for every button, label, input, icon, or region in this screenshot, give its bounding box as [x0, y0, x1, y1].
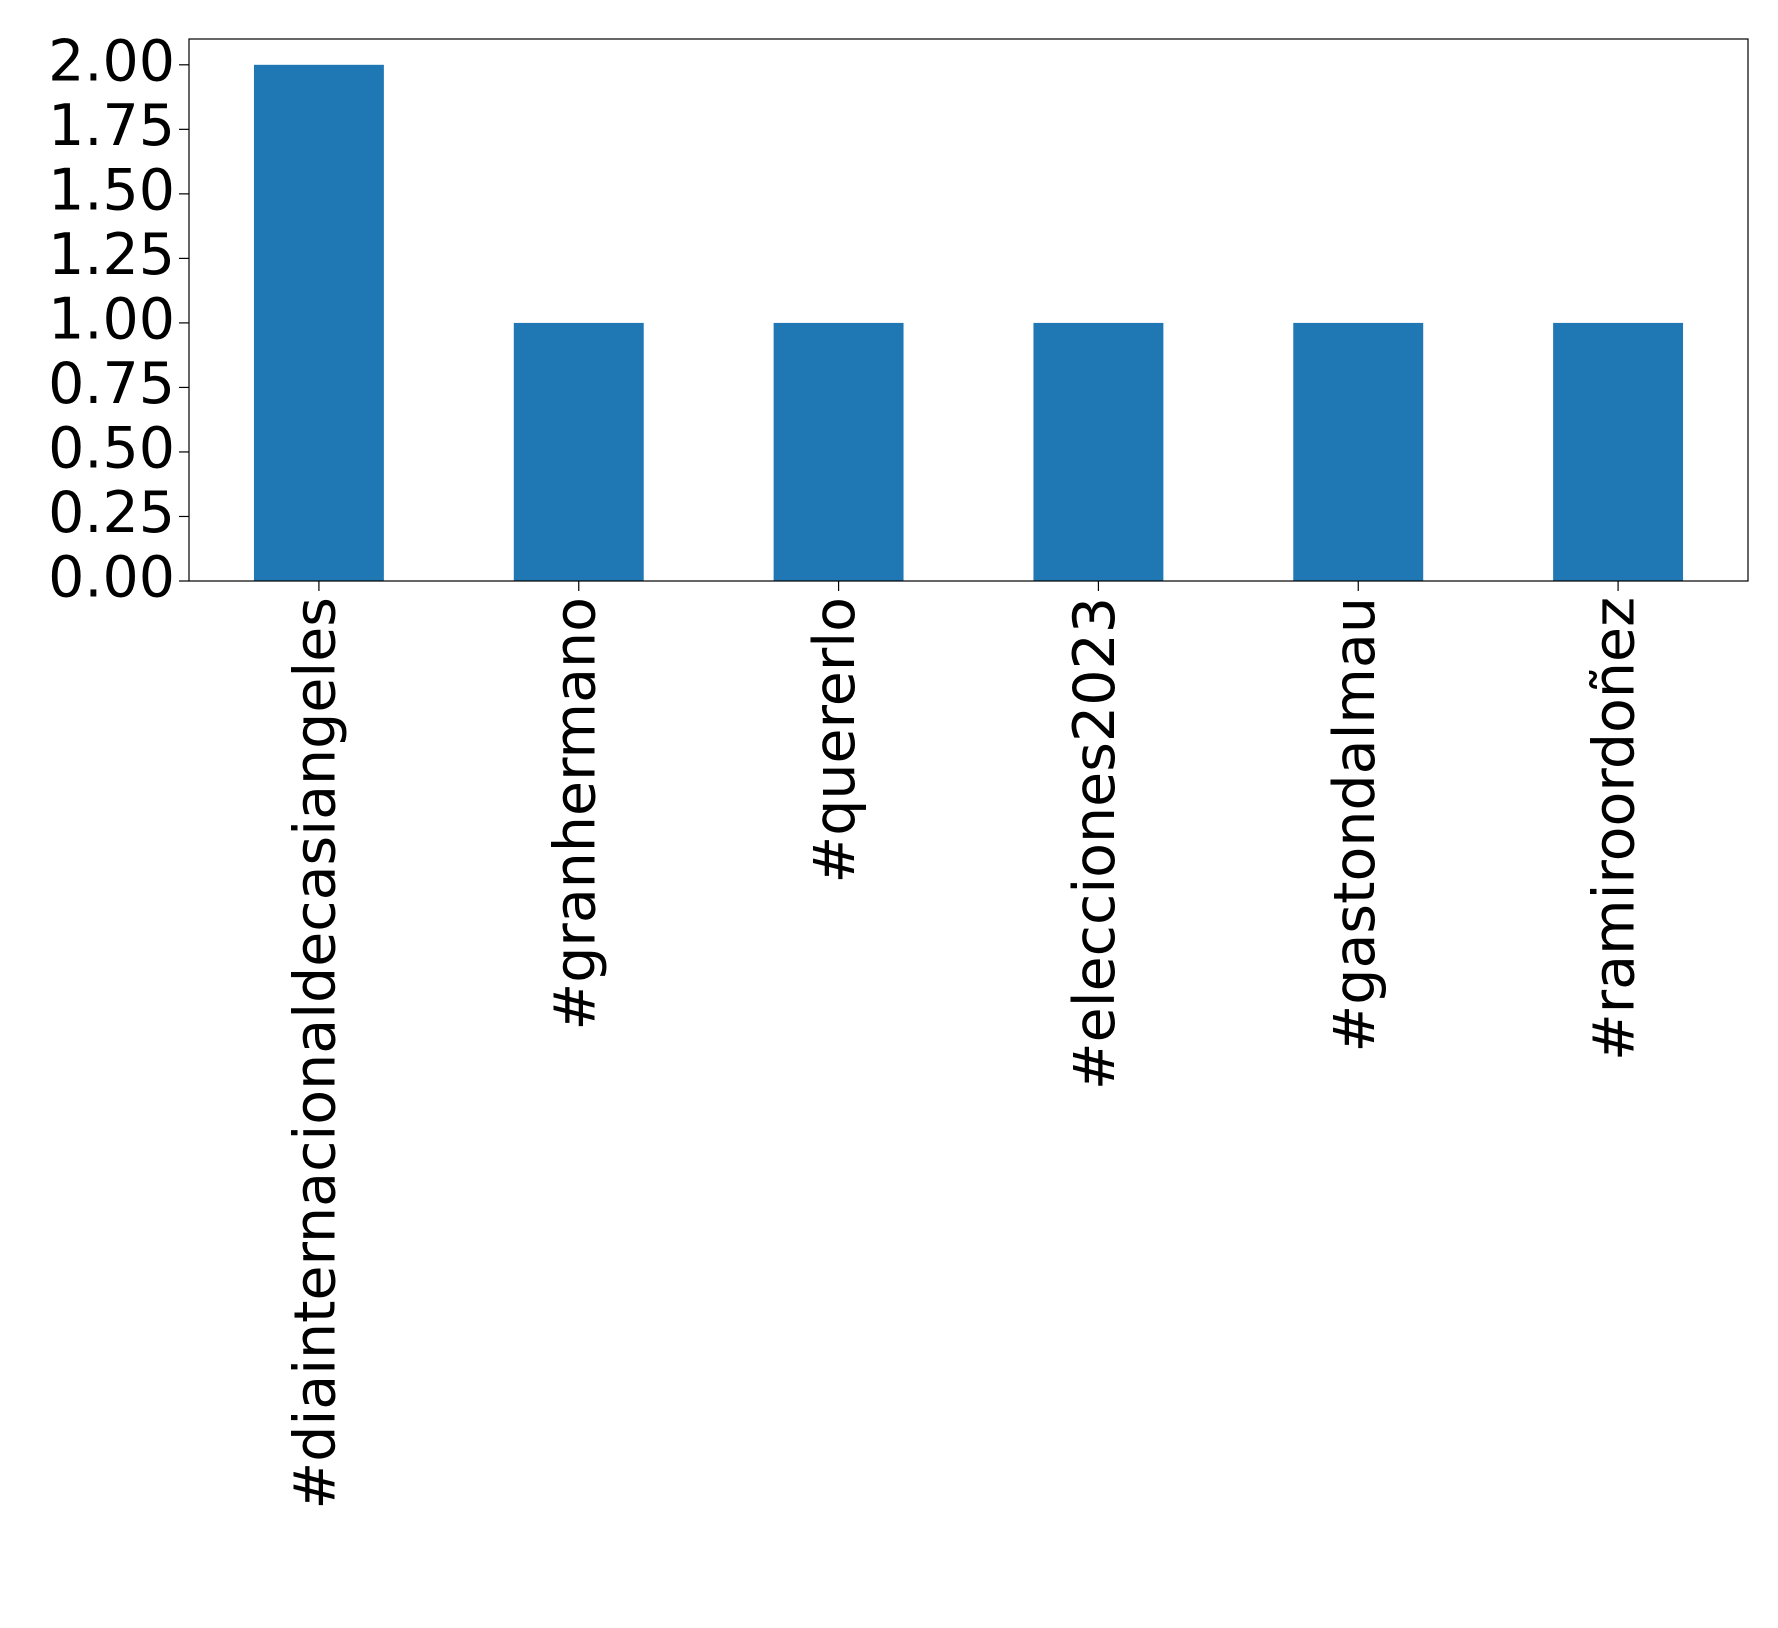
bar — [513, 322, 644, 581]
y-tick-label: 0.50 — [48, 416, 175, 482]
plot-frame — [188, 38, 1749, 582]
bar — [1033, 322, 1164, 581]
bar — [253, 64, 384, 582]
bar — [1293, 322, 1424, 581]
x-tick-label: #diainternacionaldecasiangeles — [283, 597, 349, 1509]
bar — [773, 322, 904, 581]
y-tick-label: 1.00 — [48, 287, 175, 353]
x-tick-label: #quererlo — [802, 597, 868, 884]
y-tick-label: 0.75 — [48, 351, 175, 417]
y-tick-label: 1.50 — [48, 157, 175, 223]
x-tick-label: #ramiroordoñez — [1582, 597, 1648, 1061]
y-tick-label: 0.25 — [48, 480, 175, 546]
y-tick-label: 1.25 — [48, 222, 175, 288]
bar — [1553, 322, 1684, 581]
y-tick-label: 0.00 — [48, 545, 175, 611]
x-tick-label: #gastondalmau — [1322, 597, 1388, 1052]
y-tick-label: 2.00 — [48, 28, 175, 94]
x-tick-label: #elecciones2023 — [1062, 597, 1128, 1090]
x-tick-label: #granhermano — [542, 597, 608, 1031]
y-tick-label: 1.75 — [48, 93, 175, 159]
